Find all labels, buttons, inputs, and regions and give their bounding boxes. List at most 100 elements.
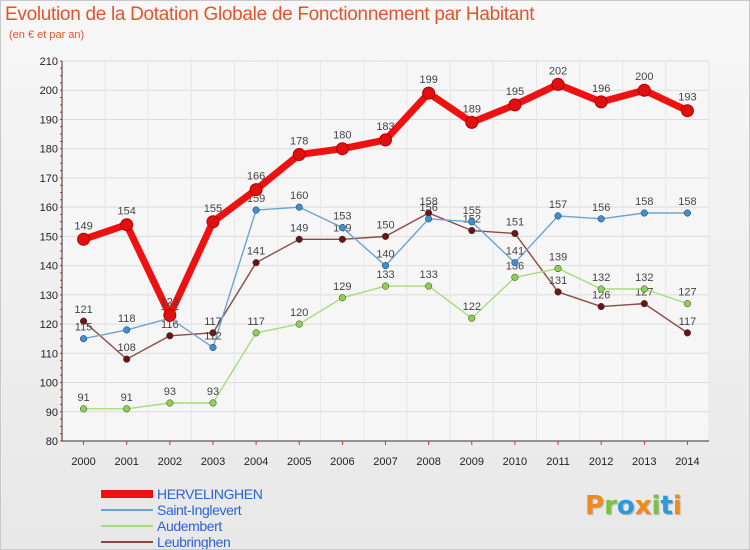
y-axis-tick bbox=[60, 184, 62, 186]
data-point-saint-inglevert bbox=[683, 209, 691, 217]
data-label-audembert: 117 bbox=[247, 316, 265, 328]
y-axis-tick bbox=[60, 140, 62, 142]
data-label-leubringhen: 131 bbox=[549, 275, 567, 287]
data-point-audembert bbox=[381, 282, 390, 290]
data-point-audembert bbox=[468, 314, 476, 322]
y-tick-label: 90 bbox=[46, 407, 58, 419]
y-tick-label: 200 bbox=[40, 85, 58, 97]
data-point-hervelinghen bbox=[594, 95, 608, 109]
data-point-leubringhen bbox=[554, 288, 562, 296]
data-point-leubringhen bbox=[338, 235, 346, 243]
y-axis-tick bbox=[60, 287, 62, 289]
data-label-saint-inglevert: 155 bbox=[463, 205, 481, 217]
data-point-leubringhen bbox=[166, 332, 174, 340]
data-label-audembert: 136 bbox=[506, 260, 524, 272]
proxiti-logo: Proxiti bbox=[585, 491, 682, 521]
legend-item-leubringhen: Leubringhen bbox=[101, 534, 361, 549]
y-axis-tick bbox=[60, 199, 62, 201]
data-point-hervelinghen bbox=[551, 77, 565, 91]
logo-letter: t bbox=[660, 491, 673, 521]
y-axis-tick bbox=[60, 104, 62, 106]
data-label-hervelinghen: 154 bbox=[118, 206, 136, 218]
data-label-hervelinghen: 199 bbox=[419, 74, 437, 86]
data-point-hervelinghen bbox=[508, 98, 522, 112]
data-label-saint-inglevert: 112 bbox=[204, 330, 222, 342]
y-tick-label: 170 bbox=[40, 173, 58, 185]
y-axis-tick bbox=[60, 265, 62, 267]
data-point-hervelinghen bbox=[680, 104, 694, 118]
data-label-saint-inglevert: 158 bbox=[678, 196, 696, 208]
data-label-leubringhen: 150 bbox=[376, 219, 394, 231]
data-label-audembert: 127 bbox=[678, 287, 696, 299]
y-axis-tick bbox=[60, 403, 62, 405]
data-point-hervelinghen bbox=[163, 308, 177, 322]
y-tick-label: 80 bbox=[46, 436, 58, 448]
data-point-audembert bbox=[425, 282, 433, 290]
y-axis-tick bbox=[60, 118, 62, 120]
data-label-audembert: 91 bbox=[77, 392, 89, 404]
x-tick-label: 2010 bbox=[503, 456, 527, 468]
data-label-saint-inglevert: 153 bbox=[333, 211, 351, 223]
data-label-saint-inglevert: 141 bbox=[506, 246, 524, 258]
data-point-saint-inglevert bbox=[338, 224, 346, 232]
y-axis-tick bbox=[60, 60, 62, 62]
y-axis-tick bbox=[60, 192, 62, 194]
y-axis-tick bbox=[60, 279, 62, 281]
x-tick-label: 2008 bbox=[416, 456, 440, 468]
data-label-hervelinghen: 149 bbox=[74, 220, 92, 232]
y-axis-tick bbox=[60, 89, 62, 91]
x-tick-label: 2012 bbox=[589, 456, 613, 468]
legend-swatch-audembert bbox=[101, 525, 153, 527]
y-tick-label: 180 bbox=[40, 144, 58, 156]
data-point-saint-inglevert bbox=[123, 326, 131, 334]
x-tick-label: 2005 bbox=[287, 456, 311, 468]
logo-letter: r bbox=[604, 491, 617, 521]
y-axis-tick bbox=[60, 330, 62, 332]
y-axis-tick bbox=[60, 338, 62, 340]
x-tick-label: 2001 bbox=[114, 456, 138, 468]
y-tick-label: 120 bbox=[40, 319, 58, 331]
y-axis-tick bbox=[60, 82, 62, 84]
x-tick-label: 2007 bbox=[373, 456, 397, 468]
data-point-saint-inglevert bbox=[425, 215, 433, 223]
data-label-hervelinghen: 193 bbox=[678, 92, 696, 104]
x-tick-label: 2009 bbox=[460, 456, 484, 468]
logo-letter: x bbox=[634, 491, 652, 521]
data-label-hervelinghen: 202 bbox=[549, 65, 567, 77]
data-point-leubringhen bbox=[511, 229, 519, 238]
y-axis-tick bbox=[60, 345, 62, 347]
x-tick-label: 2004 bbox=[244, 456, 268, 468]
data-label-audembert: 132 bbox=[592, 272, 610, 284]
data-label-leubringhen: 141 bbox=[247, 246, 265, 258]
y-tick-label: 130 bbox=[40, 290, 58, 302]
data-point-audembert bbox=[338, 294, 346, 302]
data-point-hervelinghen bbox=[335, 142, 349, 156]
data-label-saint-inglevert: 157 bbox=[549, 199, 567, 211]
y-axis-tick bbox=[60, 228, 62, 230]
data-label-hervelinghen: 178 bbox=[290, 136, 308, 148]
y-axis-tick bbox=[60, 308, 62, 310]
plot-area bbox=[62, 61, 709, 441]
y-axis-tick bbox=[60, 440, 62, 442]
y-axis-tick bbox=[60, 177, 62, 179]
data-point-leubringhen bbox=[597, 302, 605, 311]
y-axis-tick bbox=[60, 389, 62, 391]
y-axis-tick bbox=[60, 396, 62, 398]
data-label-leubringhen: 151 bbox=[506, 216, 524, 228]
y-axis-tick bbox=[60, 67, 62, 69]
data-label-audembert: 93 bbox=[164, 386, 176, 398]
y-axis-tick bbox=[60, 301, 62, 303]
data-label-audembert: 132 bbox=[635, 272, 653, 284]
logo-letter: i bbox=[672, 491, 682, 521]
data-point-leubringhen bbox=[80, 317, 88, 325]
data-label-saint-inglevert: 140 bbox=[376, 249, 394, 261]
data-point-hervelinghen bbox=[292, 148, 306, 162]
data-point-saint-inglevert bbox=[640, 209, 648, 217]
data-point-audembert bbox=[166, 399, 174, 407]
data-point-saint-inglevert bbox=[554, 212, 562, 220]
x-tick-label: 2014 bbox=[675, 456, 699, 468]
legend-item-audembert: Audembert bbox=[101, 518, 361, 534]
data-point-audembert bbox=[123, 405, 131, 413]
y-axis-tick bbox=[60, 360, 62, 362]
y-axis-tick bbox=[60, 411, 62, 413]
